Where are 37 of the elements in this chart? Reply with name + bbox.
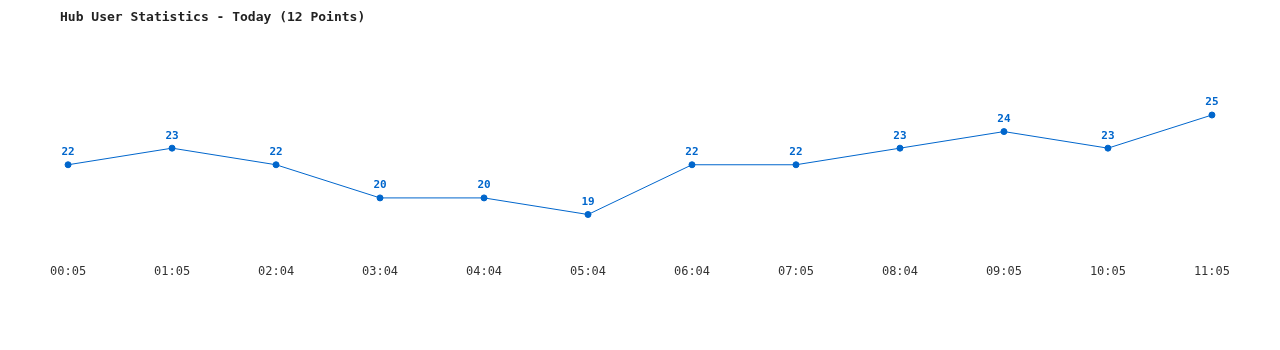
- chart-title: Hub User Statistics - Today (12 Points): [60, 9, 366, 24]
- x-tick-label: 08:04: [881, 263, 919, 278]
- data-label: 23: [1101, 128, 1115, 142]
- x-tick-label: 11:05: [1193, 263, 1230, 278]
- x-tick-label: 06:04: [673, 263, 711, 278]
- x-tick-label: 00:05: [50, 263, 87, 278]
- point: [64, 161, 72, 169]
- data-label: 20: [373, 178, 387, 192]
- x-tick-label: 10:05: [1089, 263, 1127, 278]
- x-tick-label: 05:04: [569, 263, 607, 278]
- x-tick-label: 01:05: [153, 263, 191, 278]
- data-label: 22: [61, 145, 75, 159]
- data-label: 24: [997, 111, 1011, 125]
- point: [1000, 128, 1008, 136]
- point: [376, 194, 384, 202]
- point: [688, 161, 696, 169]
- data-label: 19: [581, 194, 595, 208]
- point: [168, 144, 176, 152]
- point: [584, 211, 592, 218]
- data-label: 22: [685, 145, 699, 159]
- point: [896, 144, 904, 152]
- x-tick-label: 09:05: [985, 263, 1023, 278]
- x-tick-label: 07:05: [777, 263, 815, 278]
- point: [272, 161, 280, 169]
- data-label: 22: [269, 145, 283, 159]
- x-tick-label: 03:04: [361, 263, 399, 278]
- point: [1208, 111, 1216, 119]
- point: [792, 161, 800, 169]
- point: [480, 194, 488, 202]
- point: [1104, 144, 1112, 152]
- x-tick-label: 02:04: [257, 263, 295, 278]
- data-label: 22: [789, 145, 803, 159]
- x-tick-label: 04:04: [465, 263, 503, 278]
- data-label: 25: [1205, 95, 1219, 109]
- data-label: 23: [165, 128, 179, 142]
- data-label: 23: [893, 128, 907, 142]
- data-label: 20: [477, 178, 491, 192]
